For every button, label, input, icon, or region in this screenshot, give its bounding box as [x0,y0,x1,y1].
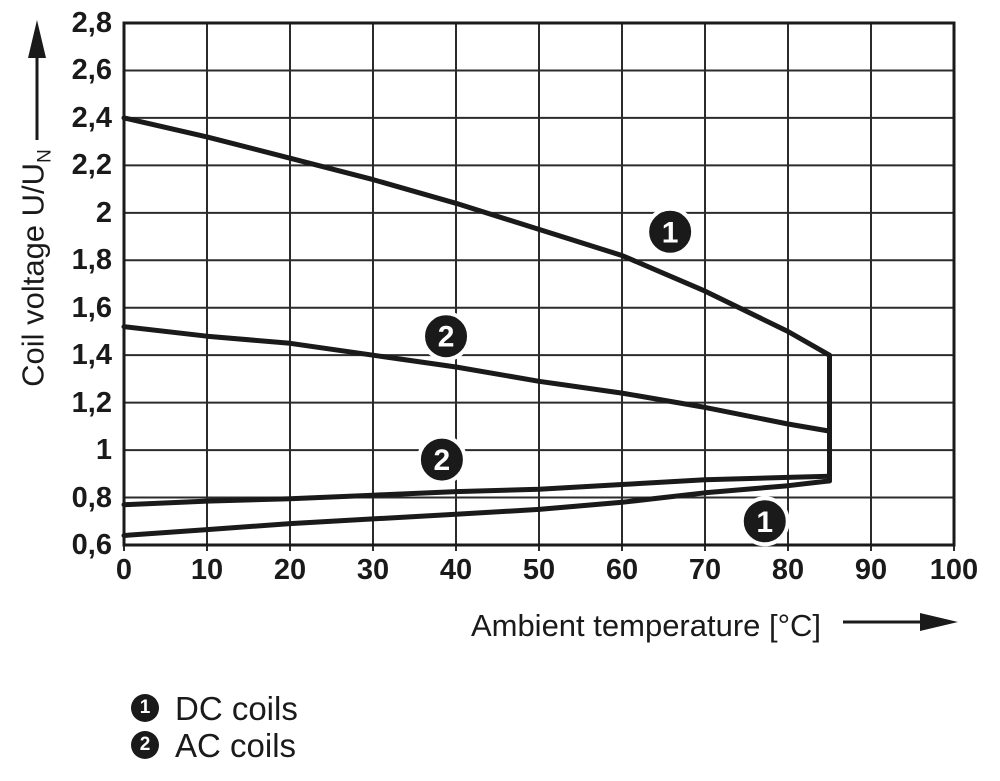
legend-item-ac-coils: 2 AC coils [131,726,298,764]
y-axis-title: Coil voltage U/UN [15,149,56,387]
y-tick-label: 1,4 [71,339,112,372]
curve-marker-number: 2 [438,321,455,354]
legend-item-dc-coils: 1 DC coils [131,689,298,727]
y-axis-arrow-icon [28,20,46,58]
curve-marker-number: 1 [756,506,773,539]
y-tick-label: 2,6 [71,54,112,87]
curve-marker-circle [416,434,467,485]
legend-symbol-1-icon: 1 [131,694,159,722]
series-curve [121,478,832,538]
y-tick-label: 0,8 [71,481,112,514]
x-axis-title: Ambient temperature [°C] [470,608,822,643]
curve-marker-number: 1 [662,216,679,249]
series-curve [121,324,832,434]
x-tick-label: 100 [929,554,979,586]
x-tick-label: 40 [439,554,473,586]
y-axis-title-subscript: N [34,149,56,163]
x-tick-label: 60 [605,554,639,586]
legend-symbol-2-icon: 2 [131,731,159,759]
x-tick-label: 0 [115,554,133,586]
x-tick-label: 20 [273,554,307,586]
curve-marker-circle [645,206,696,257]
y-tick-label: 1,6 [71,291,112,324]
y-tick-label: 2,2 [71,149,112,182]
y-tick-label: 2,8 [71,7,112,39]
legend: 1 DC coils 2 AC coils [131,689,298,768]
y-tick-label: 1 [95,434,112,467]
x-tick-label: 30 [356,554,390,586]
y-tick-label: 1,8 [71,244,112,277]
legend-label-dc-coils: DC coils [175,689,298,727]
x-tick-label: 10 [190,554,224,586]
series-curve [121,473,832,508]
y-tick-label: 0,6 [71,529,112,561]
curve-marker-number: 2 [434,444,451,477]
plot-border [122,21,956,547]
x-tick-label: 90 [854,554,888,586]
legend-label-ac-coils: AC coils [175,726,297,764]
curve-marker-circle [421,311,472,362]
y-tick-label: 1,2 [71,386,112,419]
y-tick-label: 2 [95,196,112,229]
y-tick-label: 2,4 [71,101,112,134]
x-tick-label: 80 [771,554,805,586]
x-axis-arrow-icon [920,613,958,631]
y-axis-title-text: Coil voltage U/U [15,162,51,387]
series-curve [121,115,832,484]
curve-marker-circle [739,496,790,547]
x-tick-label: 50 [522,554,556,586]
x-tick-label: 70 [688,554,722,586]
